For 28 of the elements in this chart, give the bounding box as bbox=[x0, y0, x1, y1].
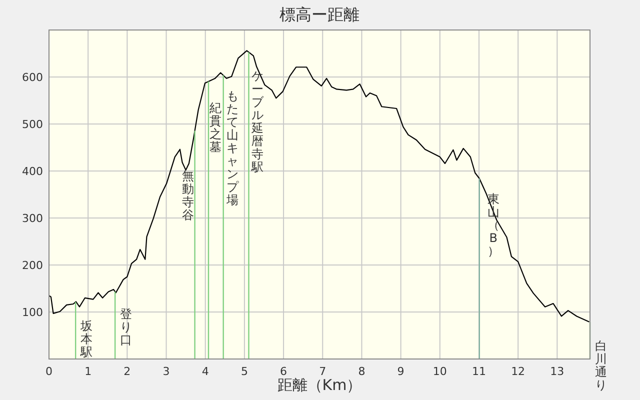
x-tick-label: 10 bbox=[432, 365, 447, 378]
x-tick-label: 12 bbox=[511, 365, 526, 378]
x-tick-label: 5 bbox=[240, 365, 248, 378]
ref-line-label: 白川通り bbox=[595, 339, 607, 392]
x-tick-label: 9 bbox=[397, 365, 404, 378]
x-tick-label: 11 bbox=[472, 365, 486, 378]
chart-title: 標高ー距離 bbox=[280, 5, 360, 24]
x-tick-label: 13 bbox=[550, 365, 564, 378]
x-tick-label: 4 bbox=[202, 365, 209, 378]
ref-line-label: 坂本駅 bbox=[80, 319, 93, 359]
ref-line-label: 紀貫之墓 bbox=[209, 101, 222, 154]
x-tick-label: 3 bbox=[162, 365, 170, 378]
ref-line-label: 登り口 bbox=[120, 307, 132, 347]
x-tick-label: 2 bbox=[124, 365, 131, 378]
x-axis-title: 距離（Km） bbox=[277, 376, 362, 394]
x-tick-label: 8 bbox=[358, 365, 366, 378]
y-tick-label: 300 bbox=[22, 212, 43, 225]
y-tick-label: 200 bbox=[22, 259, 43, 272]
y-tick-label: 400 bbox=[22, 165, 43, 178]
y-tick-label: 600 bbox=[22, 71, 43, 84]
x-tick-label: 7 bbox=[319, 365, 326, 378]
text: もたて山キャンプ場 bbox=[226, 89, 238, 207]
x-tick-label: 0 bbox=[46, 365, 52, 378]
x-tick-label: 6 bbox=[280, 365, 288, 378]
ref-line-label: 無動寺谷 bbox=[182, 169, 194, 222]
y-tick-label: 500 bbox=[22, 118, 43, 131]
x-tick-label: 1 bbox=[84, 365, 92, 378]
y-tick-label: 100 bbox=[22, 306, 43, 319]
